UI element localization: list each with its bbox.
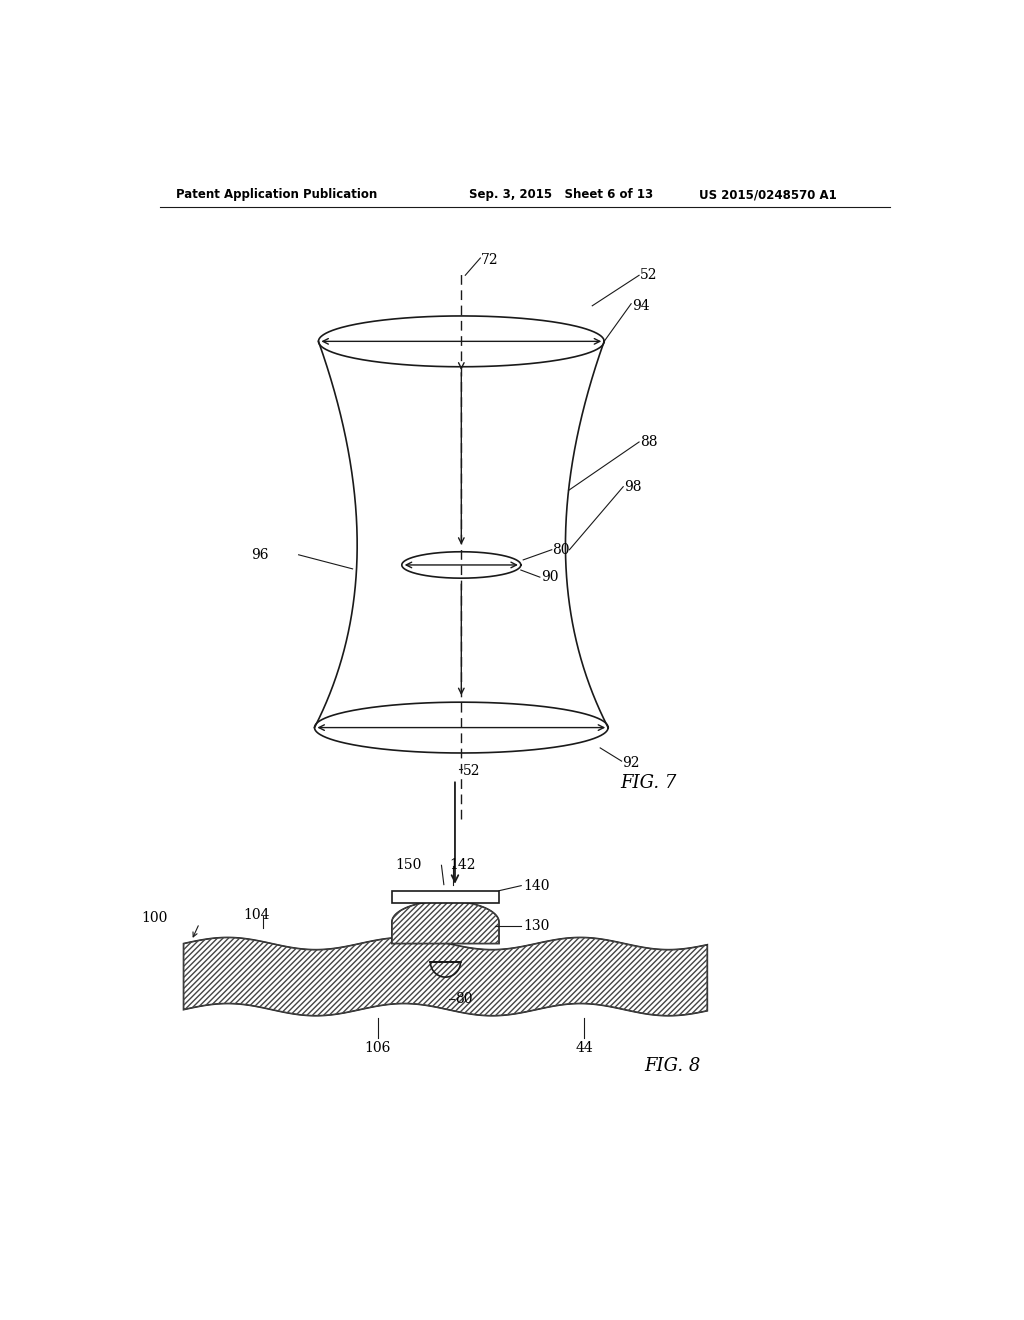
Text: 106: 106 bbox=[365, 1041, 391, 1055]
Text: 140: 140 bbox=[523, 879, 549, 892]
Text: 72: 72 bbox=[481, 253, 499, 267]
Text: 142: 142 bbox=[450, 858, 476, 873]
Text: 80: 80 bbox=[553, 543, 570, 557]
Text: FIG. 8: FIG. 8 bbox=[644, 1056, 700, 1074]
Text: FIG. 7: FIG. 7 bbox=[620, 775, 677, 792]
Text: 80: 80 bbox=[455, 993, 472, 1006]
Text: 92: 92 bbox=[623, 756, 640, 770]
Text: 98: 98 bbox=[624, 479, 641, 494]
Text: 52: 52 bbox=[640, 268, 657, 282]
Text: 44: 44 bbox=[575, 1041, 593, 1055]
Polygon shape bbox=[183, 937, 708, 1015]
Polygon shape bbox=[392, 891, 499, 903]
Text: 96: 96 bbox=[251, 548, 268, 562]
Text: Sep. 3, 2015   Sheet 6 of 13: Sep. 3, 2015 Sheet 6 of 13 bbox=[469, 189, 653, 202]
Text: 104: 104 bbox=[243, 908, 269, 923]
Text: 88: 88 bbox=[640, 436, 657, 449]
Text: 94: 94 bbox=[632, 298, 649, 313]
Text: US 2015/0248570 A1: US 2015/0248570 A1 bbox=[699, 189, 838, 202]
Text: 150: 150 bbox=[395, 858, 422, 873]
Text: 100: 100 bbox=[141, 911, 168, 925]
Text: Patent Application Publication: Patent Application Publication bbox=[176, 189, 377, 202]
Text: 130: 130 bbox=[523, 920, 549, 933]
Text: 52: 52 bbox=[463, 764, 480, 779]
Text: 90: 90 bbox=[541, 570, 558, 585]
Polygon shape bbox=[392, 900, 499, 944]
